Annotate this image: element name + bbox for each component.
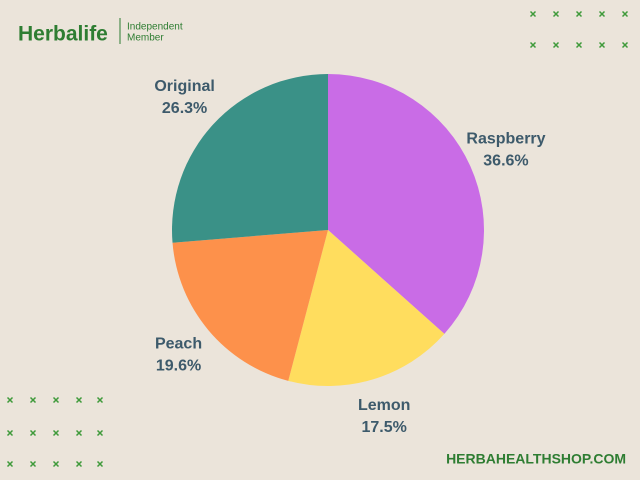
cross-stroke — [6, 429, 14, 437]
slice-label: Raspberry — [466, 131, 545, 148]
cross-stroke — [52, 429, 60, 437]
cross-mark — [29, 460, 37, 468]
pie-slice — [172, 230, 328, 381]
cross-stroke — [52, 396, 60, 404]
cross-mark — [96, 429, 104, 437]
cross-stroke — [6, 396, 14, 404]
cross-stroke — [29, 396, 37, 404]
slice-label: Original — [154, 78, 214, 95]
brand-tagline: Member — [127, 33, 164, 44]
cross-mark — [75, 396, 83, 404]
cross-stroke — [598, 10, 606, 18]
footer-url: HERBAHEALTHSHOP.COM — [446, 451, 626, 467]
cross-mark — [552, 10, 560, 18]
cross-mark — [598, 10, 606, 18]
cross-mark — [52, 460, 60, 468]
cross-mark — [598, 41, 606, 49]
cross-stroke — [96, 396, 104, 404]
cross-mark — [621, 10, 629, 18]
slice-label: Lemon — [358, 397, 410, 414]
cross-stroke — [552, 10, 560, 18]
slice-value: 17.5% — [361, 419, 406, 436]
slice-label: Peach — [155, 335, 202, 352]
cross-mark — [75, 429, 83, 437]
cross-mark — [6, 429, 14, 437]
cross-mark — [6, 396, 14, 404]
cross-stroke — [598, 41, 606, 49]
pie-slice — [288, 230, 445, 386]
cross-stroke — [29, 460, 37, 468]
decoration — [6, 10, 629, 468]
pie-slice — [172, 73, 328, 243]
cross-mark — [96, 396, 104, 404]
cross-stroke — [29, 429, 37, 437]
cross-stroke — [6, 460, 14, 468]
cross-stroke — [621, 41, 629, 49]
cross-stroke — [529, 10, 537, 18]
cross-mark — [52, 396, 60, 404]
brand-name: Herbalife — [18, 23, 108, 46]
cross-stroke — [75, 460, 83, 468]
pie-slice — [328, 74, 484, 334]
cross-stroke — [75, 429, 83, 437]
cross-stroke — [621, 10, 629, 18]
cross-mark — [529, 10, 537, 18]
cross-stroke — [96, 429, 104, 437]
slice-value: 36.6% — [483, 153, 528, 170]
cross-mark — [575, 10, 583, 18]
cross-mark — [552, 41, 560, 49]
cross-stroke — [575, 41, 583, 49]
cross-mark — [52, 429, 60, 437]
cross-mark — [75, 460, 83, 468]
cross-stroke — [575, 10, 583, 18]
cross-mark — [6, 460, 14, 468]
slice-value: 19.6% — [156, 357, 201, 374]
cross-stroke — [529, 41, 537, 49]
cross-mark — [529, 41, 537, 49]
cross-mark — [575, 41, 583, 49]
pie: Raspberry 36.6% Lemon 17.5% Peach 19.6% Origin… — [154, 73, 546, 436]
cross-mark — [29, 396, 37, 404]
slice-value: 26.3% — [162, 100, 207, 117]
cross-stroke — [75, 396, 83, 404]
cross-mark — [96, 460, 104, 468]
brand-tagline: Independent — [127, 22, 183, 33]
cross-mark — [621, 41, 629, 49]
cross-stroke — [96, 460, 104, 468]
cross-stroke — [552, 41, 560, 49]
cross-mark — [29, 429, 37, 437]
cross-stroke — [52, 460, 60, 468]
